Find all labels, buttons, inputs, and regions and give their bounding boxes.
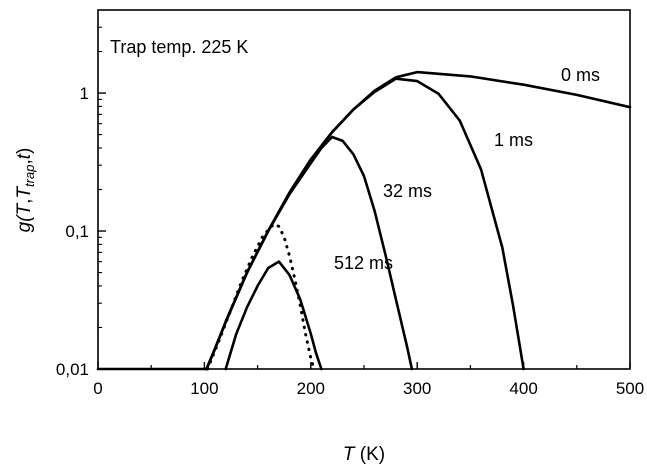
plot-frame [97,9,631,370]
x-tick-label: 200 [297,379,325,398]
annotation-32ms: 32 ms [383,181,432,201]
y-axis-title: g(T,Ttrap,t) [14,148,37,233]
series-line-0 [96,70,632,371]
x-tick-label: 300 [403,379,431,398]
x-tick-label: 100 [190,379,218,398]
annotation-512ms: 512 ms [334,253,393,273]
annotation-trap-temp: Trap temp. 225 K [110,37,248,57]
ticks [97,26,631,370]
x-tick-label: 400 [509,379,537,398]
annotation-0ms: 0 ms [561,65,600,85]
tick-labels: 0 100 200 300 400 500 0,01 0,1 1 [56,84,644,398]
x-tick-label: 0 [93,379,102,398]
series-line-2 [205,135,414,371]
y-tick-label: 1 [80,84,89,103]
y-tick-label: 0,01 [56,360,89,379]
series-line-3 [224,260,323,371]
x-tick-label: 500 [616,379,644,398]
y-tick-label: 0,1 [65,222,89,241]
series-line-4 [206,222,316,371]
series-layer [96,70,632,371]
x-axis-title: T (K) [343,444,385,465]
series-line-1 [205,77,525,371]
annotation-1ms: 1 ms [494,130,533,150]
